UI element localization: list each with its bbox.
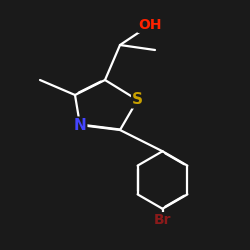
Text: N: N bbox=[74, 118, 86, 132]
Text: OH: OH bbox=[138, 18, 162, 32]
Text: S: S bbox=[132, 92, 143, 108]
Text: Br: Br bbox=[154, 213, 171, 227]
